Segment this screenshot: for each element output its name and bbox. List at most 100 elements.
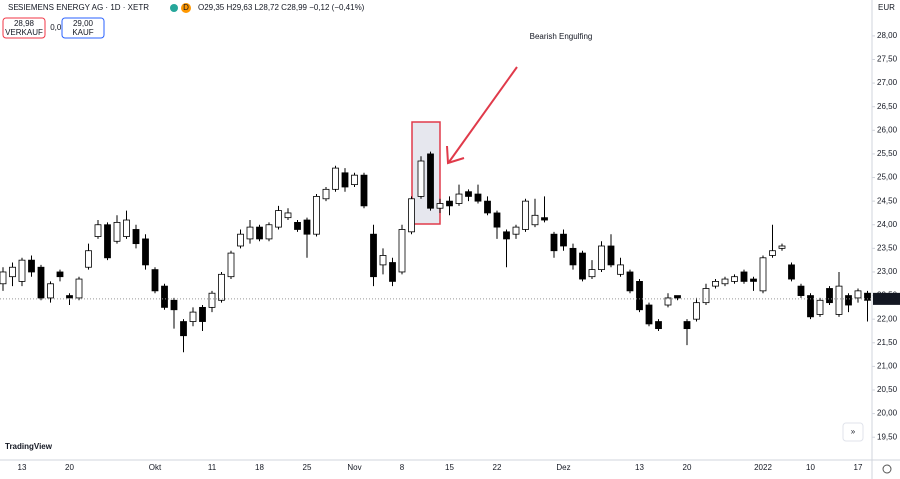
candle-body <box>265 224 273 240</box>
candle-body <box>664 297 672 306</box>
symbol-icon: SE <box>8 3 19 12</box>
candle-body <box>170 299 178 311</box>
candle-body <box>693 302 700 320</box>
candle-body <box>569 247 577 266</box>
candle-body <box>446 200 453 207</box>
candle-body <box>189 311 197 322</box>
candle-body <box>313 196 320 235</box>
candle-body <box>427 153 434 209</box>
x-tick-label: 22 <box>493 463 502 472</box>
candle-body <box>493 212 501 228</box>
badge: D <box>183 3 189 12</box>
candle-body <box>826 288 833 304</box>
candle-body <box>778 245 786 249</box>
candle-body <box>256 226 263 240</box>
candle-body <box>199 306 206 322</box>
candle-body <box>75 278 83 299</box>
candle-body <box>56 271 64 278</box>
candle-body <box>104 224 111 259</box>
buy-button[interactable] <box>61 17 105 39</box>
y-tick-label: 23,00 <box>877 267 898 276</box>
y-tick-label: 21,00 <box>877 362 898 371</box>
candle-body <box>37 266 45 299</box>
candle-body <box>854 290 862 299</box>
candle-body <box>788 264 795 280</box>
candle-body <box>389 262 396 282</box>
candle-body <box>645 304 653 325</box>
candle-body <box>455 193 463 204</box>
y-tick-label: 27,00 <box>877 78 898 87</box>
candle-body <box>579 252 586 280</box>
candle-body <box>845 295 852 306</box>
y-tick-label: 20,00 <box>877 409 898 418</box>
y-tick-label: 28,00 <box>877 31 898 40</box>
candle-body <box>85 250 92 268</box>
candle-body <box>588 269 596 278</box>
y-tick-label: 24,50 <box>877 196 898 205</box>
candle-body <box>142 238 149 266</box>
candle-body <box>598 245 605 271</box>
sell-label: VERKAUF <box>5 28 43 37</box>
candle-body <box>275 210 282 228</box>
candle-body <box>474 193 482 202</box>
candle-body <box>18 259 26 282</box>
currency: EUR <box>878 3 895 12</box>
candle-body <box>465 191 472 197</box>
candle-body <box>674 295 681 299</box>
y-tick-label: 27,50 <box>877 55 898 64</box>
x-tick-label: 25 <box>303 463 312 472</box>
candle-body <box>0 271 7 285</box>
logo: TradingView <box>5 442 53 451</box>
candle-body <box>370 233 377 278</box>
candle-body <box>740 271 748 282</box>
candle-body <box>655 321 662 330</box>
x-tick-label: 8 <box>400 463 405 472</box>
candle-body <box>360 174 368 207</box>
candle-body <box>47 283 54 299</box>
candle-body <box>759 257 767 292</box>
buy-price: 29,00 <box>73 19 94 28</box>
candle-body <box>303 219 311 235</box>
x-tick-label: 13 <box>635 463 644 472</box>
candle-body <box>28 259 35 273</box>
settings-icon[interactable] <box>882 464 892 474</box>
candle-body <box>816 299 824 315</box>
candle-body <box>712 281 719 287</box>
candle-body <box>607 245 615 266</box>
annotation: Bearish Engulfing <box>530 32 593 41</box>
candle-body <box>503 231 510 240</box>
candle-body <box>550 233 558 252</box>
arrow-head <box>446 145 465 165</box>
candle-body <box>750 278 757 282</box>
sell-price: 28,98 <box>14 19 35 28</box>
candle-body <box>731 276 738 282</box>
x-tick-label: Nov <box>347 463 361 472</box>
ohlc: O29,35 H29,63 L28,72 C28,99 −0,12 (−0,41… <box>198 3 365 12</box>
candle-body <box>294 221 301 230</box>
x-tick-label: 20 <box>683 463 692 472</box>
candle-body <box>9 266 16 278</box>
status-dot <box>170 4 178 12</box>
scroll-button[interactable] <box>842 422 864 442</box>
spread: 0,02 <box>50 23 66 32</box>
y-tick-label: 25,00 <box>877 173 898 182</box>
candle-body <box>807 295 814 318</box>
candle-body <box>398 229 406 273</box>
badge-circle <box>181 3 191 13</box>
x-tick-label: 18 <box>255 463 264 472</box>
candle-body <box>341 172 349 188</box>
candle-body <box>436 203 444 209</box>
candle-body <box>180 321 187 337</box>
candle-body <box>531 214 539 226</box>
annotation-arrow <box>448 66 518 163</box>
symbol: SIEMENS ENERGY AG · 1D · XETR <box>18 3 149 12</box>
y-tick-label: 19,50 <box>877 432 898 441</box>
x-tick-label: 17 <box>854 463 863 472</box>
y-tick-label: 23,50 <box>877 243 898 252</box>
sell-button[interactable] <box>2 17 46 39</box>
candle-body <box>218 273 225 301</box>
candle-body <box>702 288 710 304</box>
candle-body <box>237 233 244 247</box>
x-tick-label: 11 <box>208 463 217 472</box>
x-tick-label: 2022 <box>754 463 772 472</box>
